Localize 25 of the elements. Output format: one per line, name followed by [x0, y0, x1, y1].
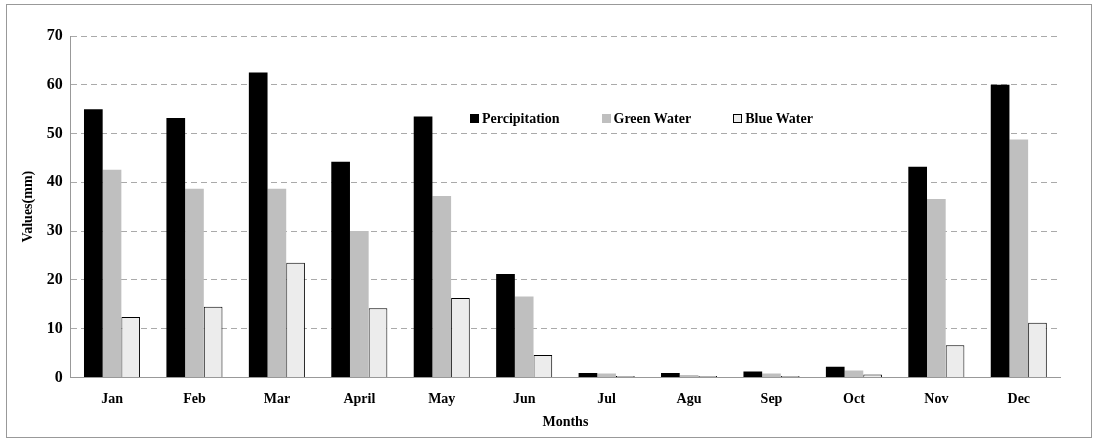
y-tick-label: 40: [46, 172, 63, 190]
y-tick-label: 20: [46, 270, 63, 287]
y-tick-label: 60: [46, 74, 63, 92]
x-tick-label: Agu: [676, 391, 702, 407]
x-tick-label: Oct: [843, 391, 866, 407]
legend-label: Green Water: [612, 111, 692, 127]
x-tick-label: Sep: [760, 391, 783, 407]
x-axis-title: Months: [542, 414, 589, 430]
legend-label: Percipitation: [481, 111, 560, 127]
y-axis-title: Values(mm): [20, 170, 37, 243]
x-tick-label: Nov: [924, 391, 949, 407]
y-tick-label: 70: [46, 26, 63, 44]
y-tick-label: 0: [54, 367, 63, 385]
x-tick-label: Mar: [263, 391, 291, 407]
x-tick-label: May: [428, 391, 456, 407]
legend-label: Blue Water: [744, 111, 813, 127]
x-tick-label: Jun: [512, 391, 536, 407]
x-tick-label: April: [343, 391, 376, 407]
x-tick-label: Jul: [597, 391, 617, 407]
y-tick-label: 30: [46, 221, 63, 239]
x-tick-label: Jan: [101, 391, 124, 407]
y-tick-label: 50: [46, 123, 63, 141]
y-tick-label: 10: [46, 318, 63, 336]
x-tick-label: Dec: [1007, 391, 1031, 407]
x-tick-label: Feb: [183, 391, 206, 407]
